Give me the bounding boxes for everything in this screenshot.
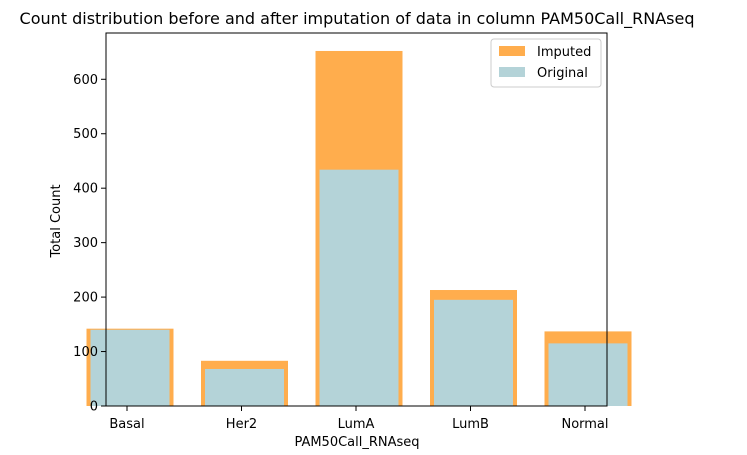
legend: Imputed Original (490, 38, 602, 88)
bar-original-normal (548, 343, 628, 406)
x-tick-label-luma: LumA (338, 417, 375, 432)
y-axis-label: Total Count (49, 184, 64, 258)
y-axis: 0 100 200 300 400 500 600 (73, 73, 106, 415)
bar-original-basal (90, 329, 170, 406)
y-tick-label-200: 200 (73, 291, 98, 306)
x-tick-label-her2: Her2 (226, 417, 257, 432)
x-tick-label-lumb: LumB (452, 417, 489, 432)
legend-label-original: Original (537, 66, 588, 81)
x-axis-label: PAM50Call_RNAseq (294, 435, 419, 450)
y-tick-label-500: 500 (73, 127, 98, 142)
y-tick-label-0: 0 (90, 400, 98, 415)
plot-area (86, 32, 632, 407)
y-tick-label-300: 300 (73, 236, 98, 251)
x-axis: Basal Her2 LumA LumB Normal (109, 406, 609, 432)
x-tick-label-normal: Normal (561, 417, 608, 432)
y-tick-label-100: 100 (73, 345, 98, 360)
legend-swatch-original (499, 67, 525, 77)
legend-swatch-imputed (499, 46, 525, 56)
chart-title: Count distribution before and after impu… (20, 9, 695, 29)
legend-label-imputed: Imputed (537, 45, 591, 60)
y-tick-label-600: 600 (73, 73, 98, 88)
bar-original-luma (319, 169, 399, 406)
bar-original-her2 (205, 368, 284, 406)
bar-original-lumb (434, 299, 513, 406)
x-tick-label-basal: Basal (109, 417, 144, 432)
y-tick-label-400: 400 (73, 182, 98, 197)
